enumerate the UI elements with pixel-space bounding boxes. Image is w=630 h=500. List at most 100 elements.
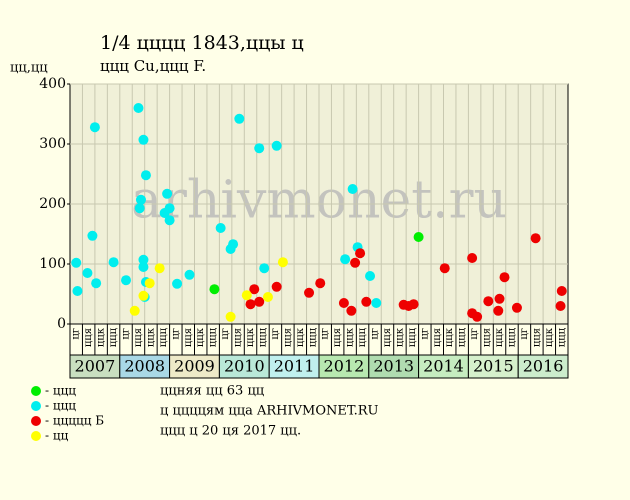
data-point [361, 296, 372, 307]
legend-marker [31, 401, 41, 411]
x-tick-label: ццц [307, 327, 318, 347]
year-label: 2016 [523, 357, 564, 376]
data-point [259, 263, 270, 274]
data-point [347, 184, 358, 194]
x-tick-label: цця [332, 328, 343, 347]
data-point [133, 103, 144, 113]
data-point [82, 268, 93, 278]
y-tick-label: 100 [39, 256, 66, 272]
x-tick-label: ццц [208, 327, 219, 347]
x-tick-label: цг [270, 328, 281, 340]
y-tick-label: 300 [39, 136, 66, 152]
x-tick-label: ццк [345, 327, 356, 347]
x-tick-label: ццк [295, 327, 306, 347]
data-point [467, 253, 478, 263]
data-point [138, 262, 149, 272]
x-tick-label: ццц [357, 327, 368, 347]
data-point [159, 208, 170, 218]
data-point [350, 257, 361, 268]
x-tick-label: цг [519, 328, 530, 340]
year-label: 2015 [473, 357, 514, 376]
data-point [184, 269, 195, 280]
data-point [138, 290, 149, 301]
data-point [365, 271, 376, 281]
legend-label: - ццц [45, 384, 76, 398]
x-tick-label: ццц [108, 327, 119, 347]
data-point [271, 281, 282, 292]
x-tick-label: ццк [394, 327, 405, 347]
data-point [254, 296, 265, 307]
chart-title: 1/4 цццц 1843,ццы ц [100, 32, 304, 54]
data-point [277, 257, 288, 268]
data-point [245, 299, 256, 310]
x-tick-label: цця [133, 328, 144, 347]
x-tick-label: цця [233, 328, 244, 347]
x-tick-label: цця [382, 328, 393, 347]
x-tick-label: цця [183, 328, 194, 347]
year-label: 2009 [174, 357, 215, 376]
legend-marker [31, 386, 41, 396]
x-tick-label: цця [83, 328, 94, 347]
data-point [140, 170, 151, 181]
data-point [530, 233, 541, 244]
note: ццц ц 20 ця 2017 цц. [160, 424, 301, 439]
data-point [138, 254, 149, 265]
year-label: 2014 [423, 357, 464, 376]
data-point [271, 140, 282, 151]
x-tick-label: цця [282, 328, 293, 347]
data-point [209, 284, 220, 295]
data-point [121, 275, 132, 286]
legend-label: - ццццц Б [45, 414, 104, 428]
year-cell [517, 354, 569, 379]
data-point [408, 299, 419, 310]
data-point [164, 215, 175, 226]
year-label: 2007 [75, 357, 116, 376]
x-tick-label: цг [121, 328, 132, 340]
data-point [355, 248, 366, 259]
y-tick-label: 0 [57, 316, 66, 332]
x-tick-label: цг [469, 328, 480, 340]
data-point [134, 203, 145, 214]
data-point [234, 113, 245, 124]
x-tick-label: ццк [544, 327, 555, 347]
data-point [225, 311, 236, 322]
data-point [555, 301, 566, 311]
year-label: 2010 [224, 357, 265, 376]
x-tick-label: ццц [457, 327, 468, 347]
data-point [472, 311, 483, 322]
data-point [135, 194, 146, 205]
data-point [215, 223, 226, 233]
data-point [371, 298, 382, 308]
x-tick-label: ццк [195, 327, 206, 347]
data-point [511, 302, 522, 313]
data-point [91, 278, 102, 289]
data-point [72, 286, 83, 296]
data-point [162, 188, 173, 199]
x-tick-label: цг [370, 328, 381, 340]
data-point [439, 263, 450, 274]
x-tick-label: ццц [407, 327, 418, 347]
data-point [346, 305, 357, 316]
note: ццняя цц 63 цц [160, 384, 264, 399]
x-tick-label: цг [71, 328, 82, 340]
year-label: 2012 [324, 357, 365, 376]
year-label: 2013 [373, 357, 414, 376]
data-point [225, 244, 236, 254]
data-point [493, 305, 504, 316]
legend-marker [31, 431, 41, 441]
x-tick-label: ццк [245, 327, 256, 347]
x-tick-label: цг [419, 328, 430, 340]
data-point [249, 284, 260, 295]
chart-subtitle: ццц Cu,ццц F. [100, 57, 206, 75]
x-tick-label: цг [170, 328, 181, 340]
x-tick-label: цця [531, 328, 542, 347]
data-point [89, 122, 100, 133]
data-point [483, 296, 494, 307]
y-tick-label: 400 [39, 76, 66, 92]
data-point [172, 278, 183, 289]
x-tick-label: ццк [96, 327, 107, 347]
x-tick-label: ццц [506, 327, 517, 347]
data-point [262, 292, 273, 302]
